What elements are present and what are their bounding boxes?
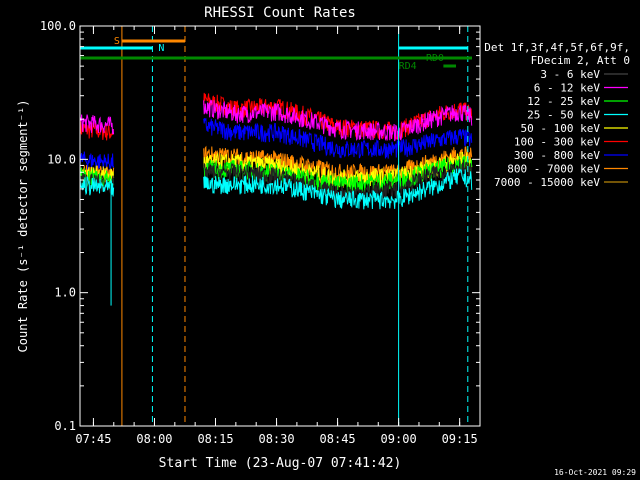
flag-label-rd0: RD0 xyxy=(426,53,444,64)
x-axis-label: Start Time (23-Aug-07 07:41:42) xyxy=(159,456,402,471)
legend-entry: 6 - 12 keV xyxy=(534,82,601,95)
timestamp: 16-Oct-2021 09:29 xyxy=(554,468,636,477)
legend-entry: 50 - 100 keV xyxy=(521,122,601,135)
legend: Det 1f,3f,4f,5f,6f,9f, FDecim 2, Att 0 3… xyxy=(484,41,630,189)
flag-label-rd4: RD4 xyxy=(399,61,417,72)
x-tick-label: 07:45 xyxy=(75,432,111,446)
flag-bars: S N RD0 RD4 xyxy=(80,36,472,72)
flag-label-n: N xyxy=(158,43,164,54)
legend-entry: 25 - 50 keV xyxy=(527,109,600,122)
x-tick-label: 08:30 xyxy=(258,432,294,446)
legend-entry: 100 - 300 keV xyxy=(514,136,600,149)
legend-header-1: Det 1f,3f,4f,5f,6f,9f, xyxy=(484,41,630,54)
series-line xyxy=(79,99,473,142)
legend-entry: 7000 - 15000 keV xyxy=(494,176,600,189)
x-tick-label: 08:00 xyxy=(136,432,172,446)
flag-label-s: S xyxy=(114,36,120,47)
chart-title: RHESSI Count Rates xyxy=(204,5,356,21)
x-tick-label: 08:15 xyxy=(197,432,233,446)
y-tick-label: 0.1 xyxy=(54,419,76,433)
legend-entry: 3 - 6 keV xyxy=(540,68,600,81)
y-tick-label: 10.0 xyxy=(47,152,76,166)
legend-header-2: FDecim 2, Att 0 xyxy=(531,54,630,67)
axis-ticks: 07:45 08:00 08:15 08:30 08:45 09:00 09:15 0.1 1.… xyxy=(40,19,481,446)
x-tick-label: 08:45 xyxy=(320,432,356,446)
legend-entry: 12 - 25 keV xyxy=(527,95,600,108)
legend-entry: 300 - 800 keV xyxy=(514,149,600,162)
x-tick-label: 09:00 xyxy=(381,432,417,446)
series-layer xyxy=(79,92,473,306)
y-tick-label: 100.0 xyxy=(40,19,76,33)
plot-frame xyxy=(79,25,481,427)
series-line xyxy=(79,117,473,172)
series-line xyxy=(79,168,473,210)
legend-entry: 800 - 7000 keV xyxy=(507,163,600,176)
y-tick-label: 1.0 xyxy=(54,286,76,300)
x-tick-label: 09:15 xyxy=(442,432,478,446)
y-axis-label: Count Rate (s⁻¹ detector segment⁻¹) xyxy=(16,100,30,353)
